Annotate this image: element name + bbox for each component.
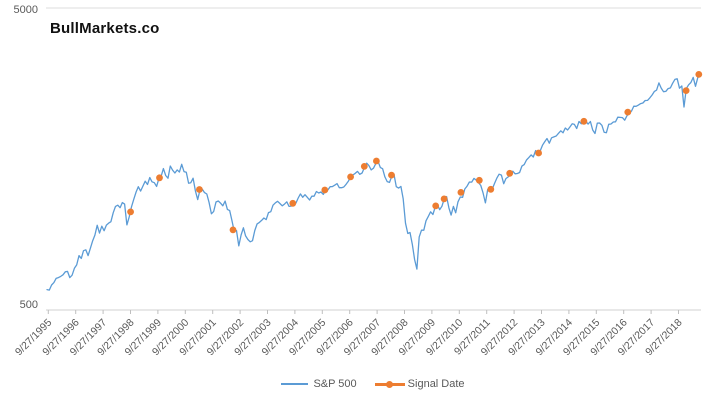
signal-date-marker	[373, 157, 380, 165]
signal-date-marker	[535, 149, 542, 157]
signal-date-marker	[156, 174, 163, 182]
signal-date-marker	[360, 163, 368, 170]
signal-date-marker	[580, 117, 588, 125]
legend-label-sp500: S&P 500	[313, 378, 357, 390]
signal-date-marker	[457, 189, 465, 196]
signal-date-marker	[196, 186, 203, 193]
signal-date-marker	[487, 185, 495, 193]
signal-date-marker	[127, 208, 134, 216]
legend: S&P 500 Signal Date	[0, 378, 720, 390]
signal-date-marker	[682, 87, 690, 94]
signal-date-marker	[432, 202, 440, 210]
legend-label-signal-date: Signal Date	[407, 378, 465, 390]
sp500-line-swatch-icon	[281, 383, 309, 385]
signal-date-marker	[475, 176, 483, 184]
sp500-line	[46, 74, 701, 291]
signal-date-marker	[695, 71, 703, 78]
chart-title: BullMarkets.co	[50, 20, 160, 37]
legend-item-signal-date: Signal Date	[374, 378, 465, 390]
signal-date-marker	[388, 171, 395, 179]
legend-item-sp500: S&P 500	[281, 378, 357, 390]
y-axis-label: 500	[20, 299, 38, 311]
signal-date-marker	[347, 173, 354, 181]
signal-line-swatch-icon	[374, 380, 405, 388]
signal-marker-icon	[385, 380, 393, 388]
signal-date-marker	[229, 226, 237, 234]
signal-date-marker	[440, 195, 448, 203]
signal-date-marker	[624, 108, 632, 116]
signal-date-marker	[506, 169, 514, 177]
signal-date-marker	[321, 186, 329, 194]
signal-date-marker	[289, 199, 297, 207]
y-axis-label: 5000	[14, 4, 38, 16]
